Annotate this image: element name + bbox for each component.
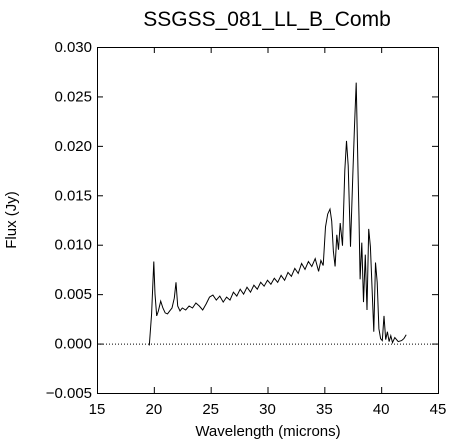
y-tick-label: 0.015 (54, 187, 92, 204)
y-tick-label: −0.005 (46, 385, 92, 402)
x-tick-label: 30 (259, 401, 276, 418)
x-tick-label: 20 (145, 401, 162, 418)
y-tick-label: 0.005 (54, 286, 92, 303)
x-tick-label: 15 (89, 401, 106, 418)
series-line-flux (148, 82, 407, 346)
y-axis-label: Flux (Jy) (3, 191, 20, 249)
y-tick-label: 0.020 (54, 138, 92, 155)
x-tick-label: 45 (430, 401, 447, 418)
axis-ticks (97, 47, 439, 394)
y-tick-label: 0.030 (54, 39, 92, 56)
y-tick-label: 0.025 (54, 88, 92, 105)
x-axis-label: Wavelength (microns) (195, 423, 340, 440)
chart-title: SSGSS_081_LL_B_Comb (143, 8, 391, 31)
y-tick-label: 0.010 (54, 237, 92, 254)
y-tick-label: 0.000 (54, 336, 92, 353)
x-tick-label: 35 (316, 401, 333, 418)
plot-frame (97, 47, 439, 394)
tick-labels: 15 20 25 30 35 40 45 −0.005 0.000 0.005 0.010 0.015… (46, 39, 447, 418)
x-tick-label: 40 (373, 401, 390, 418)
x-tick-label: 25 (202, 401, 219, 418)
